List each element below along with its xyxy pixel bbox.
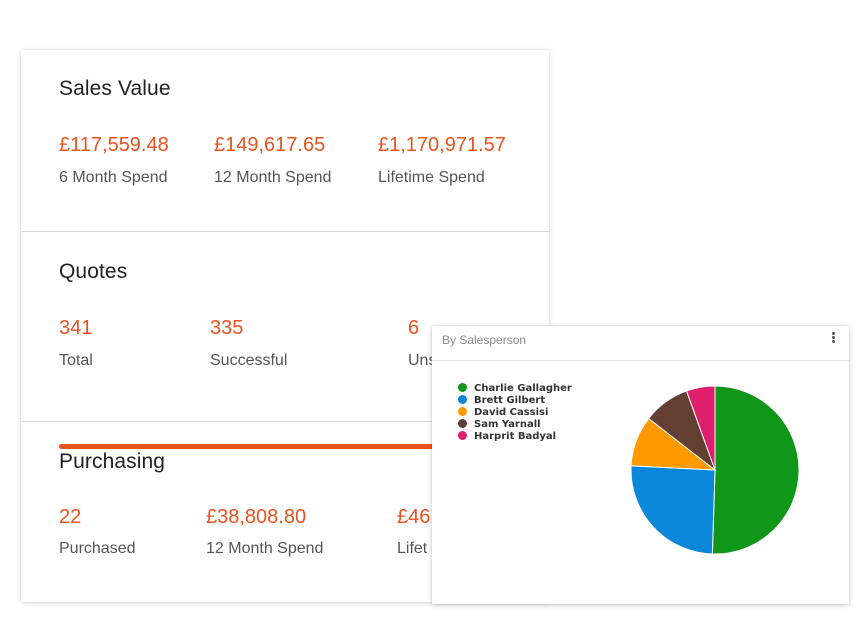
- purchased-count-label: Purchased: [59, 540, 136, 557]
- legend-item: Harprit Badyal: [458, 431, 572, 443]
- salesperson-pie-chart: [630, 385, 800, 555]
- legend-label: Brett Gilbert: [474, 395, 546, 406]
- lifetime-spend-value: £1,170,971.57: [378, 134, 506, 156]
- purchasing-lifetime-value: £46: [397, 506, 431, 528]
- kebab-menu-icon[interactable]: [830, 332, 836, 346]
- purchasing-twelve-month-value: £38,808.80: [206, 506, 307, 528]
- popup-title: By Salesperson: [442, 333, 527, 347]
- quotes-section: Quotes 341 Total 335 Successful 6 Uns: [21, 232, 549, 449]
- legend-swatch: [458, 383, 467, 392]
- pie-slice-brett-gilbert[interactable]: [630, 465, 716, 555]
- twelve-month-spend-value: £149,617.65: [214, 134, 326, 156]
- purchasing-section: Purchasing 22 Purchased £38,808.80 12 Mo…: [21, 422, 549, 602]
- six-month-spend-value: £117,559.48: [59, 134, 169, 156]
- purchasing-lifetime-label: Lifet: [397, 540, 428, 557]
- legend-swatch: [458, 407, 467, 416]
- quotes-total-value: 341: [59, 317, 93, 339]
- legend-item: Sam Yarnall: [458, 419, 572, 431]
- purchasing-title: Purchasing: [59, 450, 166, 473]
- legend-label: David Cassisi: [474, 407, 549, 418]
- legend-swatch: [458, 395, 467, 404]
- quotes-success-progress-bar: [59, 444, 500, 449]
- popup-header: By Salesperson: [432, 326, 849, 361]
- lifetime-spend-label: Lifetime Spend: [378, 169, 485, 186]
- quotes-title: Quotes: [59, 260, 128, 283]
- quotes-unsuccessful-value: 6: [408, 317, 420, 339]
- legend-item: Charlie Gallagher: [458, 383, 572, 395]
- six-month-spend-label: 6 Month Spend: [59, 169, 168, 186]
- legend-item: David Cassisi: [458, 407, 572, 419]
- sales-value-title: Sales Value: [59, 77, 171, 100]
- legend-label: Harprit Badyal: [474, 431, 557, 442]
- purchased-count-value: 22: [59, 506, 82, 528]
- quotes-successful-label: Successful: [210, 352, 288, 369]
- quotes-total-label: Total: [59, 352, 93, 369]
- pie-slice-harprit-badyal[interactable]: [685, 385, 716, 471]
- pie-slice-charlie-gallagher[interactable]: [711, 385, 800, 555]
- purchasing-twelve-month-label: 12 Month Spend: [206, 540, 324, 557]
- legend-item: Brett Gilbert: [458, 395, 572, 407]
- sales-value-section: Sales Value £117,559.48 6 Month Spend £1…: [21, 50, 549, 232]
- quotes-unsuccessful-label: Uns: [408, 352, 437, 369]
- quotes-successful-value: 335: [210, 317, 244, 339]
- legend-label: Charlie Gallagher: [474, 383, 572, 394]
- legend-swatch: [458, 431, 467, 440]
- legend-swatch: [458, 419, 467, 428]
- salesperson-chart-popup: By Salesperson Charlie Gallagher Brett Gi…: [432, 326, 849, 604]
- legend-label: Sam Yarnall: [474, 419, 541, 430]
- twelve-month-spend-label: 12 Month Spend: [214, 169, 332, 186]
- chart-legend: Charlie Gallagher Brett Gilbert David Cass…: [458, 383, 572, 443]
